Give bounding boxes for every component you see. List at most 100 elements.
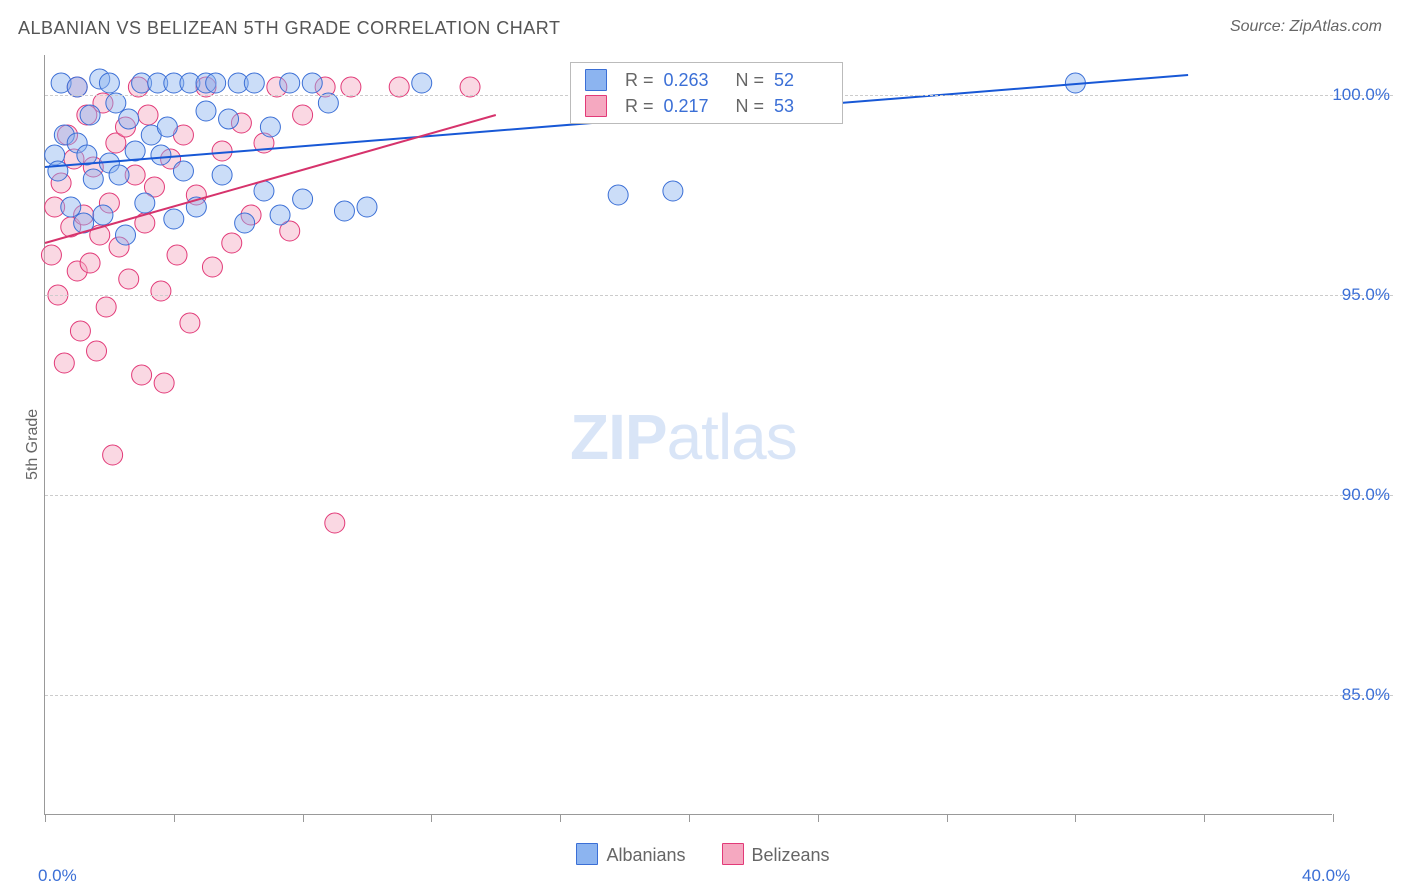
data-point [67, 77, 87, 97]
r-label: R = [625, 96, 654, 117]
x-tick [1075, 814, 1076, 822]
n-value: 52 [774, 70, 828, 91]
data-point [334, 201, 354, 221]
data-point [96, 297, 116, 317]
x-tick [174, 814, 175, 822]
legend-row: R = 0.263 N = 52 [571, 67, 842, 93]
data-point [280, 73, 300, 93]
plot-area [44, 55, 1332, 815]
data-point [212, 165, 232, 185]
data-point [341, 77, 361, 97]
data-point [222, 233, 242, 253]
data-point [180, 313, 200, 333]
legend-swatch [576, 843, 598, 865]
data-point [318, 93, 338, 113]
legend-swatch [722, 843, 744, 865]
data-point [206, 73, 226, 93]
x-tick-label: 0.0% [38, 866, 77, 886]
x-tick [45, 814, 46, 822]
data-point [608, 185, 628, 205]
data-point [125, 141, 145, 161]
x-tick [431, 814, 432, 822]
x-tick [818, 814, 819, 822]
data-point [61, 197, 81, 217]
data-point [164, 209, 184, 229]
data-point [135, 193, 155, 213]
data-point [80, 105, 100, 125]
data-point [41, 245, 61, 265]
data-point [132, 365, 152, 385]
data-point [293, 189, 313, 209]
data-point [99, 73, 119, 93]
x-tick [947, 814, 948, 822]
n-label: N = [736, 96, 765, 117]
gridline [45, 695, 1393, 696]
data-point [151, 145, 171, 165]
data-point [119, 109, 139, 129]
chart-title: ALBANIAN VS BELIZEAN 5TH GRADE CORRELATI… [18, 18, 560, 39]
data-point [151, 281, 171, 301]
y-tick-label: 100.0% [1332, 85, 1390, 105]
data-point [460, 77, 480, 97]
y-tick-label: 90.0% [1342, 485, 1390, 505]
data-point [412, 73, 432, 93]
legend-swatch [585, 95, 607, 117]
data-point [212, 141, 232, 161]
legend-label: Belizeans [752, 845, 830, 865]
data-point [119, 269, 139, 289]
data-point [389, 77, 409, 97]
data-point [235, 213, 255, 233]
data-point [357, 197, 377, 217]
data-point [254, 181, 274, 201]
data-point [138, 105, 158, 125]
data-point [244, 73, 264, 93]
r-value: 0.217 [664, 96, 718, 117]
x-tick [689, 814, 690, 822]
y-tick-label: 95.0% [1342, 285, 1390, 305]
data-point [87, 341, 107, 361]
data-point [260, 117, 280, 137]
data-point [270, 205, 290, 225]
legend-label: Albanians [606, 845, 685, 865]
data-point [93, 205, 113, 225]
x-tick-label: 40.0% [1302, 866, 1350, 886]
gridline [45, 495, 1393, 496]
data-point [103, 445, 123, 465]
data-point [77, 145, 97, 165]
data-point [302, 73, 322, 93]
x-tick [1333, 814, 1334, 822]
data-point [173, 161, 193, 181]
r-label: R = [625, 70, 654, 91]
data-point [70, 321, 90, 341]
legend-item: Albanians [576, 843, 685, 866]
data-point [106, 93, 126, 113]
data-point [293, 105, 313, 125]
data-point [83, 169, 103, 189]
source-label: Source: ZipAtlas.com [1230, 18, 1382, 36]
n-label: N = [736, 70, 765, 91]
x-tick [560, 814, 561, 822]
data-point [167, 245, 187, 265]
legend-item: Belizeans [722, 843, 830, 866]
r-value: 0.263 [664, 70, 718, 91]
data-point [202, 257, 222, 277]
x-tick [303, 814, 304, 822]
y-tick-label: 85.0% [1342, 685, 1390, 705]
data-point [219, 109, 239, 129]
series-legend: Albanians Belizeans [0, 843, 1406, 866]
gridline [45, 295, 1393, 296]
correlation-legend: R = 0.263 N = 52 R = 0.217 N = 53 [570, 62, 843, 124]
data-point [116, 225, 136, 245]
data-point [157, 117, 177, 137]
x-tick [1204, 814, 1205, 822]
legend-swatch [585, 69, 607, 91]
legend-row: R = 0.217 N = 53 [571, 93, 842, 119]
n-value: 53 [774, 96, 828, 117]
data-point [109, 165, 129, 185]
data-point [663, 181, 683, 201]
data-point [80, 253, 100, 273]
data-point [196, 101, 216, 121]
data-point [154, 373, 174, 393]
y-axis-label: 5th Grade [24, 409, 42, 480]
data-point [54, 353, 74, 373]
